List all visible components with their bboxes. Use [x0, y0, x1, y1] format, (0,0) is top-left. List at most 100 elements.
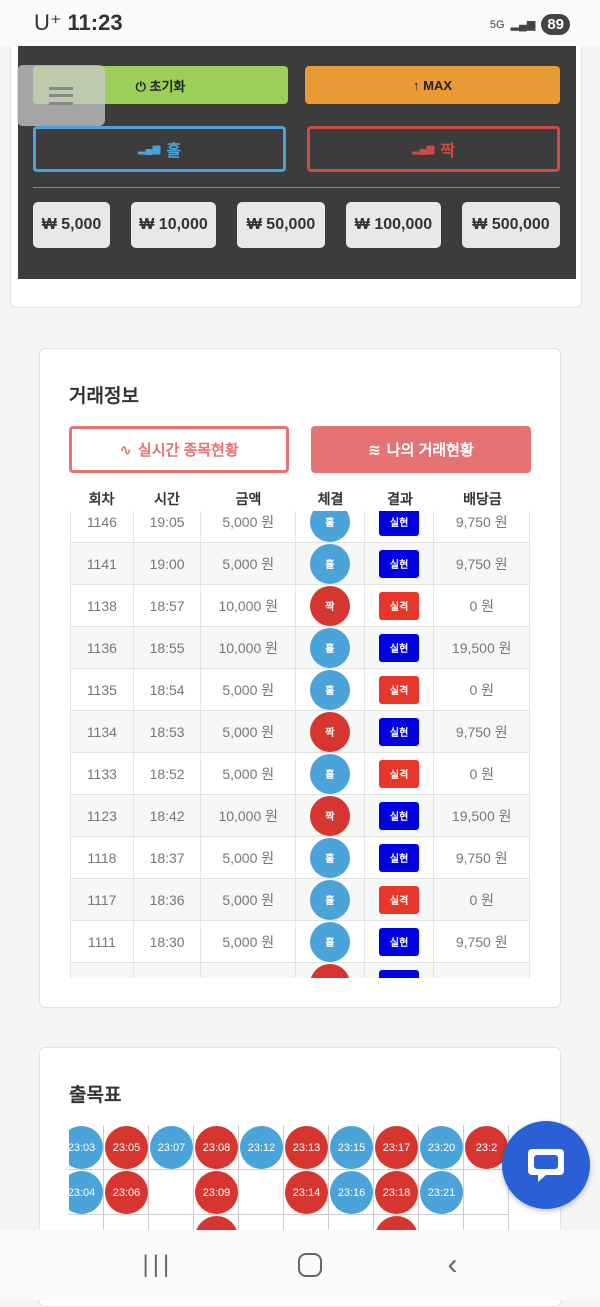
- pick-cell: 홀: [296, 837, 365, 878]
- even-result-ball: [375, 1216, 418, 1231]
- chip-5000[interactable]: ₩ 5,000: [33, 202, 110, 248]
- odd-result-ball: 23:04: [69, 1171, 103, 1214]
- trade-table-scroll[interactable]: 1146 19:05 5,000 원 홀 실현 9,750 원 1141 19:00 5,000…: [70, 511, 530, 978]
- table-cell: 18:30: [134, 921, 202, 962]
- grid-cell: [194, 1170, 239, 1215]
- result-cell: 실격: [365, 753, 435, 794]
- grid-cell: [464, 1170, 509, 1215]
- even-result-ball: 23:05: [105, 1126, 148, 1169]
- grid-cell: [194, 1125, 239, 1170]
- table-cell: 0 원: [469, 891, 494, 908]
- table-cell: 18:57: [134, 585, 202, 626]
- pick-cell: 홀: [296, 921, 365, 962]
- table-cell: 1136: [71, 627, 134, 668]
- even-result-ball: 23:13: [285, 1126, 328, 1169]
- grid-cell: [149, 1170, 194, 1215]
- chip-100000[interactable]: ₩ 100,000: [346, 202, 441, 248]
- table-cell: 1117: [71, 879, 134, 920]
- even-result-ball: 23:08: [195, 1126, 238, 1169]
- result-badge: 실격: [379, 591, 420, 620]
- pick-badge: 홀: [309, 511, 350, 542]
- table-cell: 18:53: [134, 711, 202, 752]
- home-icon[interactable]: [298, 1253, 323, 1277]
- odd-result-ball: 23:07: [150, 1126, 193, 1169]
- grid-cell: [69, 1215, 104, 1231]
- tab-my-trades[interactable]: ≋ 나의 거래현황: [311, 426, 531, 473]
- even-result-ball: 23:09: [195, 1171, 238, 1214]
- table-cell: 19,500 원: [451, 639, 512, 656]
- pick-cell: 짝: [296, 963, 365, 978]
- tab-live-status[interactable]: ∿ 실시간 종목현황: [69, 426, 289, 473]
- waves-icon: ≋: [368, 441, 381, 459]
- result-cell: 실현: [365, 921, 435, 962]
- table-cell: 5,000 원: [201, 879, 297, 920]
- result-cell: 실격: [365, 585, 435, 626]
- table-cell: 1111: [71, 921, 134, 962]
- menu-button[interactable]: [17, 65, 105, 126]
- pick-cell: 홀: [296, 753, 365, 794]
- table-cell: 19:05: [134, 511, 202, 542]
- table-cell: 10,000 원: [201, 627, 297, 668]
- back-icon[interactable]: ‹: [447, 1248, 458, 1281]
- odd-result-ball: 23:03: [69, 1126, 103, 1169]
- status-bar: U⁺ 11:23 5G ▂▄▆ 89: [0, 0, 600, 46]
- result-cell: 실현: [365, 711, 435, 752]
- col-payout: 배당금: [463, 491, 502, 507]
- table-cell: 5,000 원: [201, 921, 297, 962]
- table-cell: 19:00: [134, 543, 202, 584]
- pick-badge: 홀: [309, 543, 350, 584]
- odd-result-ball: 23:16: [330, 1171, 373, 1214]
- table-row: 짝 실현: [71, 963, 529, 978]
- grid-cell: [419, 1125, 464, 1170]
- chat-icon: [528, 1149, 564, 1182]
- grid-cell: [104, 1125, 149, 1170]
- even-button[interactable]: ▂▄▆ 짝: [307, 126, 560, 172]
- max-button[interactable]: ↑ MAX: [305, 66, 560, 104]
- table-cell: 10,000 원: [201, 585, 297, 626]
- table-row: 1133 18:52 5,000 원 홀 실격 0 원: [71, 753, 529, 795]
- table-cell: 18:36: [134, 879, 202, 920]
- chip-500000[interactable]: ₩ 500,000: [462, 202, 560, 248]
- pick-cell: 짝: [296, 711, 365, 752]
- android-nav-bar: ||| ‹: [0, 1230, 600, 1300]
- grid-cell: [69, 1170, 104, 1215]
- even-result-ball: 23:2: [465, 1126, 508, 1169]
- col-result: 결과: [387, 491, 413, 507]
- col-pick: 체결: [317, 491, 344, 507]
- result-badge: 실현: [379, 549, 420, 578]
- grid-cell: [464, 1215, 509, 1231]
- recent-apps-icon[interactable]: |||: [142, 1251, 174, 1278]
- table-row: 1123 18:42 10,000 원 짝 실현 19,500 원: [71, 795, 529, 837]
- result-badge: 실격: [379, 759, 420, 788]
- grid-cell: [374, 1215, 419, 1231]
- table-cell: [134, 963, 202, 978]
- even-result-ball: 23:14: [285, 1171, 328, 1214]
- result-cell: 실현: [365, 627, 435, 668]
- result-cell: 실현: [365, 795, 435, 836]
- network-icon: 5G: [489, 18, 505, 31]
- grid-cell: [419, 1215, 464, 1231]
- table-cell: [71, 963, 134, 978]
- grid-cell: [149, 1125, 194, 1170]
- result-cell: 실현: [365, 543, 435, 584]
- table-row: 1138 18:57 10,000 원 짝 실격 0 원: [71, 585, 529, 627]
- table-cell: 18:54: [134, 669, 202, 710]
- pick-badge: 홀: [309, 921, 350, 962]
- table-cell: 9,750 원: [455, 513, 508, 530]
- pick-cell: 홀: [296, 879, 365, 920]
- table-cell: 5,000 원: [201, 543, 297, 584]
- grid-cell: [104, 1215, 149, 1231]
- chip-10000[interactable]: ₩ 10,000: [131, 202, 216, 248]
- table-cell: 1146: [71, 511, 134, 542]
- table-row: 1117 18:36 5,000 원 홀 실격 0 원: [71, 879, 529, 921]
- grid-cell: [419, 1170, 464, 1215]
- odd-button[interactable]: ▂▄▆ 홀: [33, 126, 286, 172]
- grid-cell: [284, 1215, 329, 1231]
- hamburger-icon: [49, 86, 73, 105]
- pick-badge: 짝: [309, 585, 350, 626]
- chip-50000[interactable]: ₩ 50,000: [237, 202, 325, 248]
- table-cell: 1118: [71, 837, 134, 878]
- grid-cell: [284, 1170, 329, 1215]
- result-badge: 실현: [379, 511, 420, 536]
- chat-button[interactable]: [502, 1121, 590, 1209]
